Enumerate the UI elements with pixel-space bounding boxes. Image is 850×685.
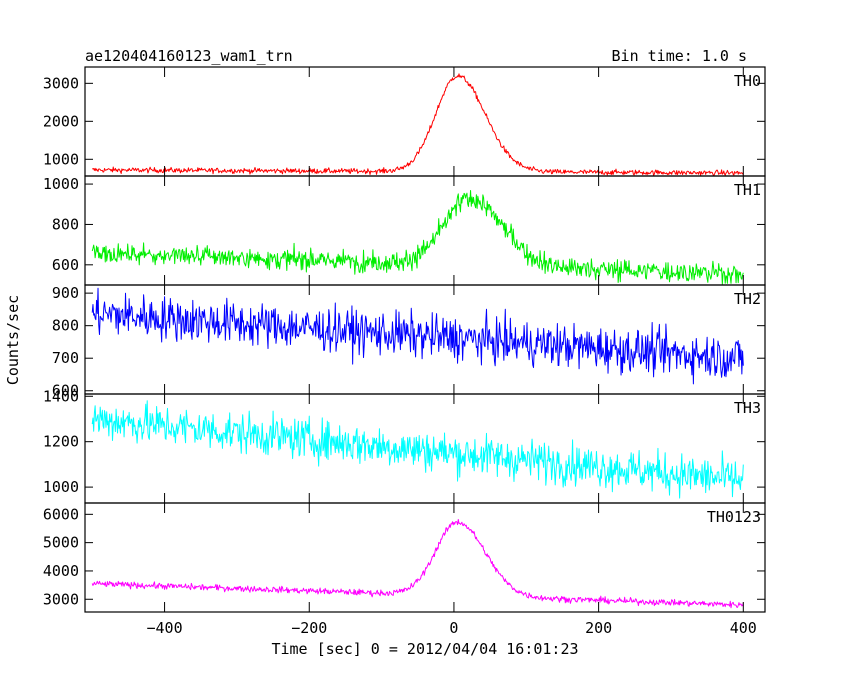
series-line-th0123 xyxy=(91,518,744,609)
y-axis-label: Counts/sec xyxy=(4,295,22,385)
y-tick-label: 3000 xyxy=(43,74,79,92)
panel-label: TH2 xyxy=(734,290,761,308)
y-tick-label: 2000 xyxy=(43,112,79,130)
panel-th1: 600 800 1000 TH1 xyxy=(43,175,766,286)
y-tick-label: 1400 xyxy=(43,387,79,405)
y-tick-label: 600 xyxy=(52,256,79,274)
panel-frame xyxy=(84,502,766,613)
panel-label: TH3 xyxy=(734,399,761,417)
panel-th0: 1000 2000 3000 TH0 xyxy=(43,66,766,177)
series-line-th0 xyxy=(91,73,744,177)
y-tick-label: 1200 xyxy=(43,433,79,451)
x-tick-label: 0 xyxy=(449,619,458,637)
y-tick-label: 3000 xyxy=(43,590,79,608)
y-tick-label: 6000 xyxy=(43,505,79,523)
panel-th0123: 3000 4000 5000 6000 TH0123 xyxy=(43,502,766,613)
x-tick-label: −200 xyxy=(291,619,327,637)
panel-label: TH0 xyxy=(734,72,761,90)
panel-frame xyxy=(84,66,766,177)
y-tick-label: 800 xyxy=(52,215,79,233)
y-tick-label: 5000 xyxy=(43,534,79,552)
y-tick-label: 800 xyxy=(52,317,79,335)
series-line-th3 xyxy=(91,400,744,499)
panel-th2: 600 700 800 900 TH2 xyxy=(52,284,766,400)
series-line-th2 xyxy=(91,287,744,385)
x-axis-label: Time [sec] 0 = 2012/04/04 16:01:23 xyxy=(271,640,578,658)
panel-frame xyxy=(84,175,766,286)
y-tick-label: 600 xyxy=(52,382,79,400)
x-tick-label: −400 xyxy=(147,619,183,637)
y-tick-label: 1000 xyxy=(43,175,79,193)
y-tick-label: 1000 xyxy=(43,478,79,496)
panel-label: TH0123 xyxy=(707,508,761,526)
panel-label: TH1 xyxy=(734,181,761,199)
x-tick-label: 400 xyxy=(730,619,757,637)
panel-frame xyxy=(84,284,766,395)
y-tick-label: 4000 xyxy=(43,562,79,580)
chart-title: ae120404160123_wam1_trn xyxy=(85,47,293,65)
panel-th3: 1000 1200 1400 TH3 xyxy=(43,387,766,504)
panel-frame xyxy=(84,393,766,504)
y-tick-label: 900 xyxy=(52,284,79,302)
x-tick-label: 200 xyxy=(585,619,612,637)
y-tick-label: 700 xyxy=(52,349,79,367)
y-tick-label: 1000 xyxy=(43,150,79,168)
series-line-th1 xyxy=(91,190,744,285)
bin-time-label: Bin time: 1.0 s xyxy=(612,47,747,65)
